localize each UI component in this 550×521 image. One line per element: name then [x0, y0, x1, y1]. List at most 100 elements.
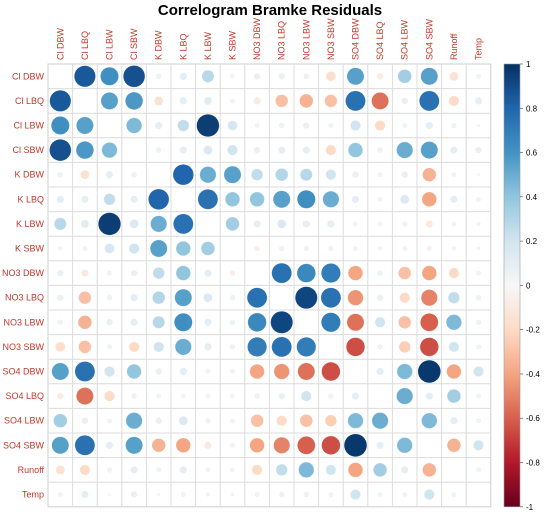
correlation-circle	[475, 221, 482, 227]
correlation-circle	[152, 267, 165, 280]
correlation-circle	[150, 215, 168, 233]
correlation-circle	[155, 367, 163, 376]
correlation-circle	[49, 89, 72, 112]
correlation-circle	[56, 269, 64, 277]
correlation-circle	[303, 73, 310, 80]
correlation-circle	[151, 438, 166, 453]
colorbar-tick-label: 0	[526, 281, 531, 290]
correlation-circle	[229, 319, 236, 326]
correlation-circle	[294, 286, 318, 310]
column-label: K SBW	[228, 30, 238, 60]
colorbar-tick-label: 0.4	[526, 193, 538, 202]
correlation-circle	[425, 219, 434, 228]
correlation-circle	[299, 93, 314, 108]
correlation-circle	[398, 266, 412, 280]
correlation-circle	[327, 245, 334, 252]
correlation-circle	[180, 393, 187, 399]
column-label: Runoff	[449, 33, 459, 60]
correlation-circle	[227, 120, 238, 131]
correlation-circle	[278, 122, 285, 129]
correlation-circle	[229, 417, 236, 424]
column-label: SO4 LBW	[400, 19, 410, 60]
correlation-circle	[125, 412, 143, 430]
correlation-circle	[278, 392, 286, 400]
correlation-circle	[273, 363, 290, 380]
correlation-circle	[53, 217, 67, 231]
correlation-circle	[275, 463, 288, 476]
correlation-circle	[201, 69, 215, 83]
correlation-circle	[179, 367, 188, 376]
correlation-circle	[203, 145, 213, 155]
column-label: Cl LBW	[105, 29, 115, 60]
correlation-circle	[106, 417, 113, 424]
column-label: SO4 DBW	[351, 18, 361, 60]
colorbar-tick-label: -0.4	[526, 370, 540, 379]
correlation-circle	[320, 312, 341, 333]
correlation-circle	[57, 171, 64, 178]
correlation-circle	[421, 412, 438, 429]
correlation-circle	[178, 415, 189, 426]
correlation-circle	[177, 119, 190, 132]
correlation-circle	[419, 337, 439, 357]
colorbar-tick-label: 0.8	[526, 104, 538, 113]
correlation-circle	[371, 92, 389, 110]
correlation-circle	[449, 195, 458, 204]
correlation-circle	[473, 439, 484, 451]
correlation-circle	[155, 467, 162, 473]
correlation-circle	[73, 65, 96, 88]
correlogram-plot: Cl DBW Cl LBQ Cl LBW Cl SBW K DBW K LBQ K LBW K…	[2, 17, 492, 508]
row-label: NO3 LBW	[3, 317, 44, 327]
correlation-circle	[153, 341, 165, 353]
correlation-circle	[396, 387, 414, 405]
correlation-circle	[155, 393, 162, 399]
correlation-circle	[56, 294, 64, 302]
correlation-circle	[376, 72, 384, 80]
correlation-circle	[401, 97, 409, 105]
correlation-circle	[451, 491, 457, 498]
correlation-circle	[57, 245, 63, 252]
correlation-circle	[196, 113, 220, 138]
correlation-circle	[107, 492, 112, 497]
correlation-circle	[203, 292, 213, 303]
correlation-circle	[155, 417, 163, 425]
correlation-circle	[247, 312, 267, 332]
correlation-circle	[324, 414, 337, 427]
correlation-circle	[80, 195, 89, 204]
correlation-circle	[350, 120, 361, 131]
correlation-circle	[276, 219, 287, 229]
correlation-circle	[474, 96, 483, 105]
row-label: NO3 SBW	[2, 342, 44, 352]
correlation-circle	[249, 437, 265, 453]
correlation-circle	[229, 294, 236, 301]
correlation-circle	[351, 195, 360, 204]
row-label: Cl LBW	[13, 121, 44, 131]
correlation-circle	[302, 146, 311, 155]
correlation-circle	[327, 393, 334, 400]
correlation-circle	[203, 269, 212, 278]
correlation-circle	[205, 467, 211, 473]
correlation-circle	[425, 392, 434, 401]
correlation-circle	[203, 441, 212, 450]
correlation-circle	[254, 491, 260, 498]
correlation-circle	[203, 342, 212, 351]
correlation-circle	[76, 387, 94, 405]
correlation-circle	[275, 168, 289, 182]
correlation-circle	[272, 190, 291, 209]
correlation-circle	[397, 69, 412, 84]
correlation-circle	[149, 239, 168, 258]
colorbar: 1 0.8 0.6 0.4 0.2 0 -0.2 -0.4 -0.6 -0.8 -1	[503, 60, 540, 512]
correlation-circle	[53, 413, 68, 428]
correlation-circle	[475, 344, 482, 350]
correlation-circle	[106, 344, 113, 350]
row-label: SO4 LBW	[4, 416, 45, 426]
correlation-circle	[377, 221, 383, 227]
correlation-circle	[377, 270, 384, 277]
correlation-circle	[246, 287, 268, 308]
correlation-circle	[100, 92, 119, 110]
correlation-circle	[229, 467, 236, 473]
correlation-circle	[321, 361, 341, 382]
correlation-circle	[420, 141, 439, 159]
correlation-circle	[126, 363, 142, 380]
correlation-circle	[104, 390, 115, 402]
correlation-circle	[347, 412, 364, 429]
